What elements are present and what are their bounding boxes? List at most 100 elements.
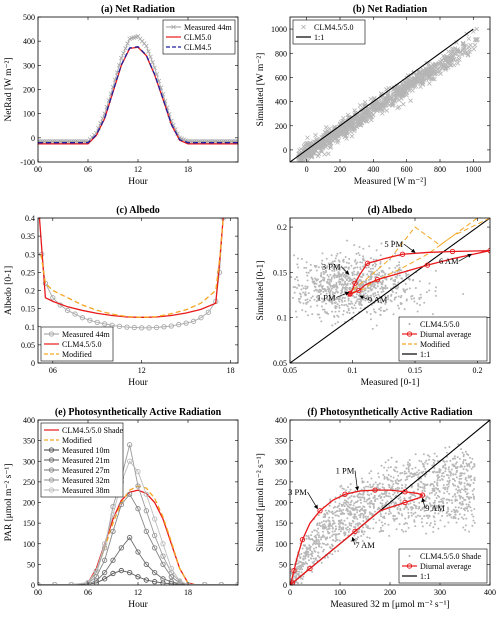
scatter-point: [365, 108, 371, 113]
scatter-point: [372, 483, 375, 486]
scatter-point: [338, 300, 341, 303]
scatter-point: [460, 41, 466, 47]
scatter-point: [341, 283, 344, 286]
scatter-point: [436, 474, 439, 477]
scatter-point: [311, 561, 314, 564]
scatter-point: [446, 483, 449, 486]
scatter-point: [342, 258, 345, 261]
scatter-point: [295, 575, 298, 578]
scatter-point: [313, 280, 316, 283]
scatter-point: [330, 511, 333, 514]
scatter-point: [378, 530, 381, 533]
scatter-point: [384, 461, 387, 464]
scatter-point: [458, 480, 461, 483]
scatter-point: [424, 475, 427, 478]
scatter-point: [318, 524, 321, 527]
scatter-point: [336, 510, 339, 513]
scatter-point: [365, 518, 368, 521]
scatter-point: [425, 514, 428, 517]
scatter-point: [442, 460, 445, 463]
scatter-point: [432, 458, 435, 461]
scatter-point: [320, 320, 323, 323]
scatter-point: [428, 515, 431, 518]
scatter-point: [306, 553, 309, 556]
scatter-point: [329, 131, 334, 136]
scatter-point: [379, 111, 385, 116]
scatter-point: [304, 287, 307, 290]
y-tick-label: 200: [275, 499, 287, 508]
scatter-point: [348, 276, 351, 279]
scatter-point: [344, 527, 347, 530]
x-tick-label: 100: [334, 588, 346, 597]
scatter-point: [329, 547, 332, 550]
series-point: [118, 501, 124, 508]
scatter-point: [404, 479, 407, 482]
scatter-point: [428, 497, 431, 500]
scatter-point: [466, 509, 469, 512]
scatter-point: [300, 257, 303, 260]
scatter-point: [362, 526, 365, 529]
scatter-point: [443, 525, 446, 528]
scatter-point: [311, 295, 314, 298]
scatter-point: [334, 501, 337, 504]
scatter-point: [369, 318, 372, 321]
scatter-point: [342, 260, 345, 263]
scatter-point: [402, 85, 408, 90]
scatter-point: [407, 467, 410, 470]
chart-e: (e) Photosynthetically Active Radiation0…: [4, 407, 239, 610]
series-point: [190, 318, 197, 324]
scatter-point: [323, 523, 326, 526]
scatter-point: [451, 501, 454, 504]
series-point: [127, 569, 133, 576]
scatter-point: [345, 509, 348, 512]
scatter-point: [309, 557, 312, 560]
scatter-point: [439, 519, 442, 522]
scatter-point: [345, 261, 348, 264]
scatter-point: [367, 290, 370, 293]
scatter-point: [399, 507, 402, 510]
scatter-point: [452, 517, 455, 520]
scatter-point: [395, 460, 398, 463]
scatter-point: [334, 291, 337, 294]
scatter-point: [446, 60, 451, 65]
scatter-point: [472, 515, 475, 518]
scatter-point: [440, 504, 443, 507]
scatter-point: [318, 284, 321, 287]
diurnal-point: [374, 276, 381, 283]
scatter-point: [447, 482, 450, 485]
scatter-point: [407, 475, 410, 478]
scatter-point: [472, 42, 478, 48]
scatter-point: [419, 486, 422, 489]
scatter-point: [396, 486, 399, 489]
scatter-point: [347, 486, 350, 489]
scatter-point: [357, 496, 360, 499]
scatter-point: [362, 298, 365, 301]
scatter-point: [399, 302, 402, 305]
series-point: [161, 324, 167, 330]
x-tick-label: 0: [305, 165, 309, 174]
scatter-point: [407, 277, 410, 280]
scatter-point: [472, 482, 475, 485]
legend-label: 1:1: [420, 572, 430, 581]
scatter-point: [341, 300, 344, 303]
scatter-point: [413, 501, 416, 504]
scatter-point: [390, 294, 393, 297]
scatter-point: [446, 474, 449, 477]
series-point: [160, 553, 166, 559]
y-tick-label: 150: [275, 519, 287, 528]
scatter-point: [378, 308, 381, 311]
scatter-point: [333, 530, 336, 533]
scatter-point: [438, 467, 441, 470]
scatter-point: [438, 490, 441, 493]
scatter-point: [462, 468, 465, 471]
scatter-point: [306, 300, 309, 303]
series-point: [110, 557, 116, 563]
chart-title: (f) Photosynthetically Active Radiation: [307, 407, 473, 418]
scatter-point: [371, 327, 374, 330]
scatter-point: [363, 295, 366, 298]
scatter-point: [354, 501, 357, 504]
scatter-point: [354, 523, 357, 526]
scatter-point: [335, 305, 338, 308]
scatter-point: [320, 305, 323, 308]
scatter-point: [412, 490, 415, 493]
